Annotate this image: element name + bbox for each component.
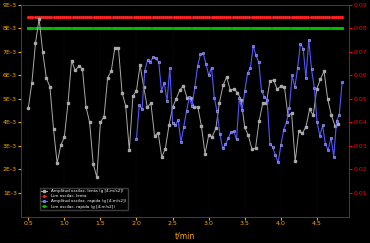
Amplitud oscilac. lenta (g [4;m/s2])	[124, 104, 128, 107]
Lim oscilac. rapida (g [4;m/s2])	[129, 27, 134, 30]
Amplitud oscilac. lenta (g [4;m/s2])	[80, 67, 85, 70]
Lim oscilac. rapida (g [4;m/s2])	[203, 27, 208, 30]
Amplitud oscilac. lenta (g [4;m/s2])	[26, 107, 30, 110]
Amplitud oscilac. lenta (g [4;m/s2])	[37, 17, 41, 20]
Line: Lim oscilac. rapida (g [4;m/s2]): Lim oscilac. rapida (g [4;m/s2])	[27, 27, 343, 29]
Line: Lim oscilac. lenta: Lim oscilac. lenta	[27, 16, 343, 17]
Amplitud oscilac. rapida (g [4;m/s2])	[340, 81, 344, 84]
Amplitud oscilac. lenta (g [4;m/s2])	[102, 115, 106, 118]
Amplitud oscilac. lenta (g [4;m/s2])	[163, 147, 168, 150]
Lim oscilac. rapida (g [4;m/s2])	[243, 27, 248, 30]
Amplitud oscilac. rapida (g [4;m/s2])	[293, 86, 297, 89]
Lim oscilac. lenta	[190, 15, 195, 18]
Amplitud oscilac. rapida (g [4;m/s2])	[306, 38, 311, 41]
Amplitud oscilac. rapida (g [4;m/s2])	[276, 161, 280, 164]
Amplitud oscilac. rapida (g [4;m/s2])	[151, 56, 155, 59]
Amplitud oscilac. lenta (g [4;m/s2])	[286, 114, 290, 117]
X-axis label: t/min: t/min	[175, 231, 195, 240]
Lim oscilac. lenta	[150, 15, 155, 18]
Lim oscilac. lenta	[203, 15, 208, 18]
Lim oscilac. rapida (g [4;m/s2])	[26, 27, 30, 30]
Amplitud oscilac. rapida (g [4;m/s2])	[309, 68, 314, 71]
Lim oscilac. lenta	[129, 15, 134, 18]
Lim oscilac. rapida (g [4;m/s2])	[340, 27, 344, 30]
Amplitud oscilac. rapida (g [4;m/s2])	[301, 47, 305, 50]
Amplitud oscilac. rapida (g [4;m/s2])	[298, 42, 303, 45]
Lim oscilac. rapida (g [4;m/s2])	[150, 27, 155, 30]
Line: Amplitud oscilac. lenta (g [4;m/s2]): Amplitud oscilac. lenta (g [4;m/s2])	[27, 17, 340, 178]
Amplitud oscilac. lenta (g [4;m/s2])	[188, 96, 193, 99]
Legend: Amplitud oscilac. lenta (g [4;m/s2]), Lim oscilac. lenta, Amplitud oscilac. rapi: Amplitud oscilac. lenta (g [4;m/s2]), Li…	[40, 188, 128, 210]
Amplitud oscilac. lenta (g [4;m/s2])	[336, 122, 341, 125]
Line: Amplitud oscilac. rapida (g [4;m/s2]): Amplitud oscilac. rapida (g [4;m/s2])	[135, 38, 343, 164]
Lim oscilac. lenta	[26, 15, 30, 18]
Lim oscilac. lenta	[340, 15, 344, 18]
Lim oscilac. lenta	[285, 15, 290, 18]
Lim oscilac. lenta	[243, 15, 248, 18]
Lim oscilac. rapida (g [4;m/s2])	[190, 27, 195, 30]
Amplitud oscilac. lenta (g [4;m/s2])	[95, 176, 99, 179]
Lim oscilac. rapida (g [4;m/s2])	[285, 27, 290, 30]
Amplitud oscilac. rapida (g [4;m/s2])	[323, 143, 328, 146]
Amplitud oscilac. rapida (g [4;m/s2])	[134, 137, 139, 140]
